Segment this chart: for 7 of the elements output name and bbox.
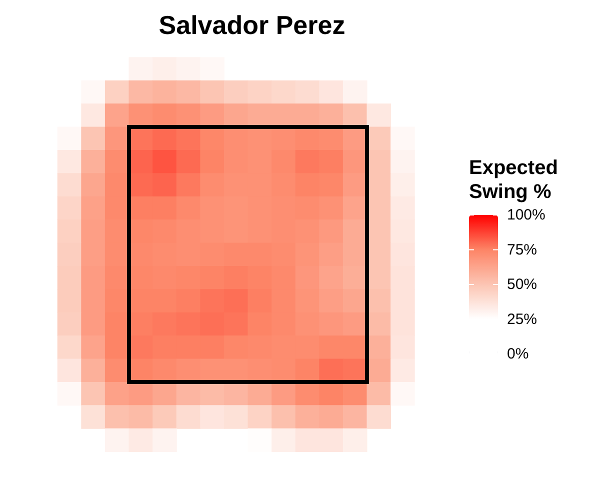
color-bar-label: 0%: [507, 346, 529, 362]
color-bar-label: 75%: [507, 241, 538, 258]
color-bar-label: 100%: [507, 206, 546, 224]
color-bar-title: Expected Swing %: [469, 157, 564, 203]
color-bar-label: 50%: [507, 276, 538, 293]
chart-title: Salvador Perez: [158, 10, 346, 40]
color-bar-label: 25%: [507, 310, 538, 328]
